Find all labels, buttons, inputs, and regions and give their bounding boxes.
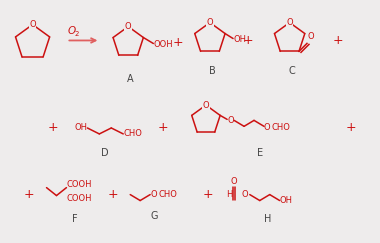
Text: COOH: COOH xyxy=(66,180,92,189)
Text: G: G xyxy=(150,211,158,221)
Text: O: O xyxy=(207,18,213,27)
Text: +: + xyxy=(203,188,213,201)
Text: F: F xyxy=(71,215,77,225)
Text: C: C xyxy=(288,66,295,76)
Text: +: + xyxy=(158,122,168,134)
Text: +: + xyxy=(23,188,34,201)
Text: +: + xyxy=(108,188,119,201)
Text: E: E xyxy=(256,148,263,158)
Text: O: O xyxy=(67,26,76,35)
Text: OH: OH xyxy=(280,196,293,205)
Text: O: O xyxy=(29,20,36,29)
Text: D: D xyxy=(100,148,108,158)
Text: +: + xyxy=(47,122,58,134)
Text: CHO: CHO xyxy=(123,130,142,139)
Text: O: O xyxy=(286,18,293,27)
Text: 2: 2 xyxy=(75,31,79,36)
Text: OOH: OOH xyxy=(154,40,173,49)
Text: CHO: CHO xyxy=(158,190,177,199)
Text: +: + xyxy=(173,36,184,49)
Text: +: + xyxy=(346,122,357,134)
Text: H: H xyxy=(264,215,271,225)
Text: O: O xyxy=(227,116,234,125)
Text: +: + xyxy=(242,34,253,47)
Text: H: H xyxy=(226,190,232,199)
Text: A: A xyxy=(127,74,133,84)
Text: O: O xyxy=(231,177,237,186)
Text: O: O xyxy=(125,22,131,31)
Text: O: O xyxy=(264,123,271,132)
Text: COOH: COOH xyxy=(66,194,92,203)
Text: +: + xyxy=(332,34,343,47)
Text: OH: OH xyxy=(74,123,87,132)
Text: O: O xyxy=(308,32,314,41)
Text: O: O xyxy=(242,190,249,199)
Text: CHO: CHO xyxy=(272,123,291,132)
Text: OH: OH xyxy=(233,35,246,44)
Text: B: B xyxy=(209,66,215,76)
Text: O: O xyxy=(150,190,157,199)
Text: O: O xyxy=(203,101,209,110)
